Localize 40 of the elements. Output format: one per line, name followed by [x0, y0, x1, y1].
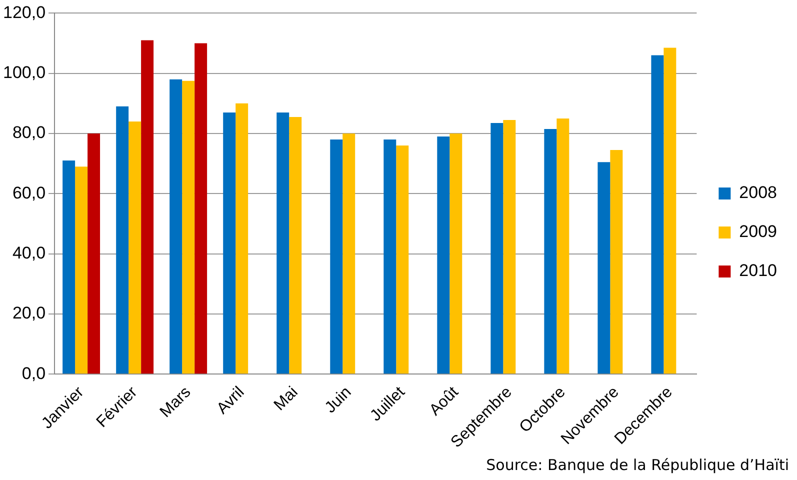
- bar: [437, 136, 450, 374]
- bar: [651, 55, 664, 374]
- bar: [396, 146, 409, 374]
- bar: [236, 103, 248, 374]
- bar: [62, 160, 76, 374]
- y-tick-label: 60,0: [12, 183, 46, 202]
- bar: [276, 112, 290, 374]
- bar: [170, 79, 182, 374]
- legend-label: 2010: [739, 261, 778, 280]
- y-tick-label: 0,0: [22, 364, 46, 383]
- bar: [384, 140, 396, 374]
- bar: [610, 150, 623, 374]
- bar: [598, 162, 610, 374]
- bar: [450, 133, 462, 374]
- bar: [289, 116, 302, 374]
- bar: [223, 112, 236, 374]
- bar: [556, 118, 570, 374]
- bar: [490, 122, 504, 374]
- x-tick-label: Juin: [322, 384, 355, 417]
- bar: [342, 133, 356, 374]
- y-tick-label: 20,0: [12, 304, 46, 323]
- bar: [116, 106, 129, 374]
- legend-label: 2009: [739, 222, 778, 242]
- legend-label: 2008: [739, 183, 778, 202]
- bar: [330, 140, 343, 374]
- bar: [194, 43, 208, 374]
- bar: [141, 40, 154, 374]
- source-note: Source: Banque de la République d’Haïti: [486, 456, 789, 474]
- bar: [128, 121, 142, 374]
- y-tick-label: 120,0: [2, 2, 46, 22]
- y-tick-label: 100,0: [2, 63, 46, 82]
- bar: [664, 48, 676, 374]
- y-tick-label: 40,0: [12, 243, 46, 262]
- bar: [75, 166, 88, 374]
- y-tick-label: 80,0: [12, 123, 46, 142]
- bar: [88, 133, 100, 374]
- x-tick-label: Mai: [271, 384, 302, 414]
- bar: [544, 128, 557, 374]
- bar: [182, 80, 195, 374]
- bar: [503, 120, 516, 374]
